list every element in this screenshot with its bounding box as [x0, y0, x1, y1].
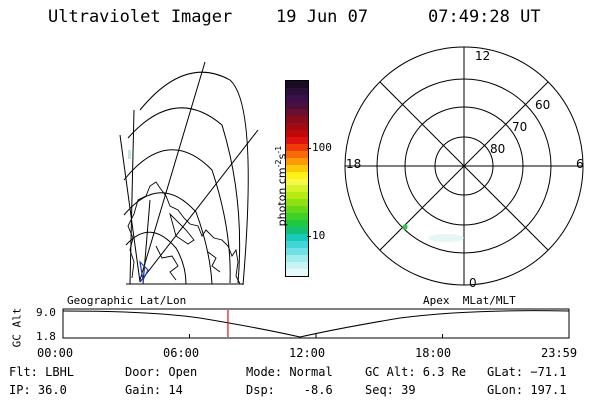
colorbar-segment — [286, 262, 308, 270]
geographic-map — [119, 61, 259, 286]
polar-label-6: 6 — [576, 157, 584, 171]
colorbar-segment — [286, 129, 308, 138]
info-ip: IP: 36.0 — [9, 383, 67, 397]
timeline-y-bottom: 1.8 — [36, 330, 56, 343]
polar-plot: 12 0 18 6 60 70 80 — [344, 46, 584, 290]
info-gc-alt: GC Alt: 6.3 Re — [365, 365, 467, 379]
colorbar-segment — [286, 220, 308, 229]
info-glat: GLat: −71.1 — [487, 365, 567, 379]
polar-label-60: 60 — [535, 98, 550, 112]
polar-label-70: 70 — [512, 120, 527, 134]
colorbar-segment — [286, 178, 308, 187]
colorbar-segment — [286, 101, 308, 110]
colorbar-segment — [286, 213, 308, 222]
colorbar-segment — [286, 81, 308, 89]
colorbar-segment — [286, 269, 308, 276]
timeline-tick-1: 06:00 — [163, 346, 200, 360]
colorbar-segment — [286, 94, 308, 103]
info-gain: Gain: 14 — [125, 383, 183, 397]
colorbar-segment — [286, 164, 308, 173]
colorbar-segment — [286, 143, 308, 152]
colorbar-segment — [286, 108, 308, 117]
polar-label-12: 12 — [475, 49, 490, 63]
info-filter: Flt: LBHL — [9, 365, 75, 379]
time-label: 07:49:28 UT — [428, 7, 541, 27]
timeline-tick-2: 12:00 — [289, 346, 326, 360]
colorbar-segment — [286, 206, 308, 215]
timeline-y-top: 9.0 — [36, 306, 56, 319]
colorbar-tick-label-10: 10 — [312, 229, 326, 242]
info-glon: GLon: 197.1 — [487, 383, 567, 397]
polar-label-80: 80 — [490, 142, 505, 156]
blue-footprint — [139, 260, 149, 282]
timeline-left-title: Geographic Lat/Lon — [67, 294, 187, 307]
colorbar-segment — [286, 241, 308, 250]
timeline-tick-4: 23:59 — [541, 346, 578, 360]
timeline-tick-0: 00:00 — [37, 346, 74, 360]
colorbar-segment — [286, 157, 308, 166]
colorbar-segment — [286, 87, 308, 96]
colorbar-segment — [286, 255, 308, 264]
info-door: Door: Open — [125, 365, 198, 379]
colorbar-segment — [286, 199, 308, 208]
timeline-ylabel: GC Alt — [10, 307, 24, 348]
date-label: 19 Jun 07 — [276, 7, 369, 27]
polar-label-0: 0 — [469, 276, 477, 290]
colorbar-segment — [286, 248, 308, 257]
timeline-right-title: Apex MLat/MLT — [423, 294, 516, 307]
colorbar-tick-10 — [307, 236, 311, 237]
instrument-title: Ultraviolet Imager — [48, 7, 233, 27]
colorbar-segment — [286, 171, 308, 180]
colorbar-tick-100 — [307, 148, 311, 149]
colorbar-unit-label: photon cm-2s-1 — [274, 145, 289, 227]
info-seq: Seq: 39 — [365, 383, 416, 397]
colorbar-segment — [286, 122, 308, 131]
colorbar-segment — [286, 234, 308, 243]
colorbar-segment — [286, 185, 308, 194]
colorbar-segment — [286, 115, 308, 124]
info-dsp: Dsp: -8.6 — [246, 383, 333, 397]
timeline-tick-3: 18:00 — [415, 346, 452, 360]
info-mode: Mode: Normal — [246, 365, 333, 379]
polar-label-18: 18 — [346, 157, 361, 171]
colorbar-segment — [286, 150, 308, 159]
colorbar — [285, 80, 309, 277]
colorbar-tick-label-100: 100 — [312, 141, 332, 154]
colorbar-segment — [286, 227, 308, 236]
colorbar-segment — [286, 136, 308, 145]
colorbar-segment — [286, 192, 308, 201]
timeline-plot — [62, 308, 570, 339]
